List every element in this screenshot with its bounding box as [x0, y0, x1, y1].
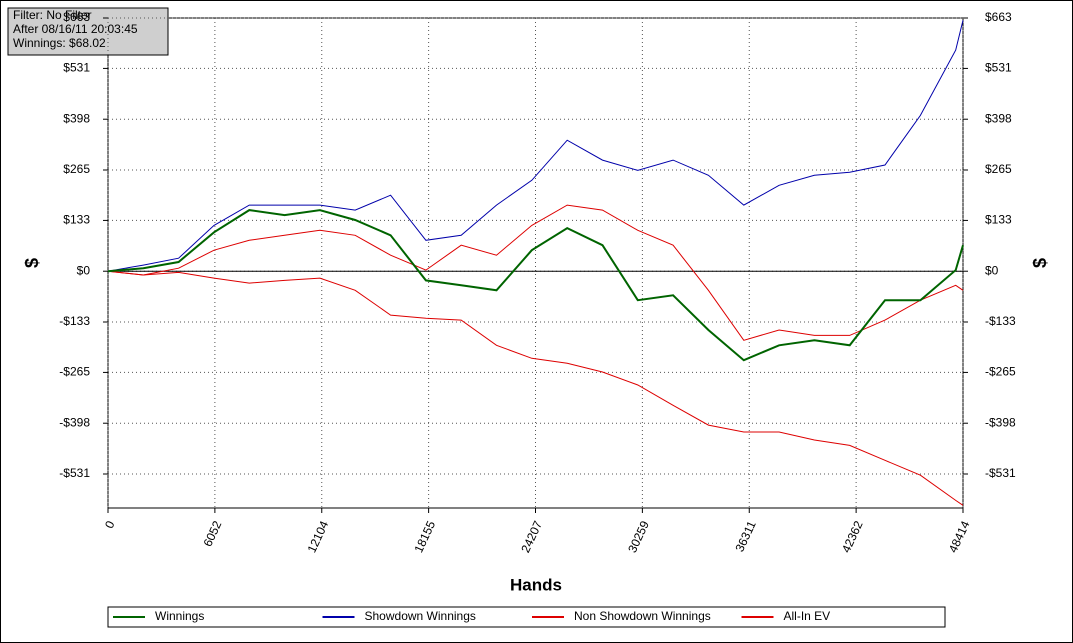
y-tick-label: -$398: [59, 415, 90, 429]
y-tick-label: $663: [63, 10, 90, 24]
series-line: [107, 20, 964, 272]
y-tick-label: -$133: [59, 314, 90, 328]
legend-label: All-In EV: [784, 609, 831, 623]
legend-label: Winnings: [155, 609, 204, 623]
y2-tick-label: -$265: [985, 365, 1016, 379]
y2-axis-label: $: [1030, 258, 1050, 268]
series-line: [107, 270, 964, 506]
y-tick-label: $531: [63, 61, 90, 75]
legend: [107, 606, 946, 628]
y2-tick-label: $663: [985, 10, 1012, 24]
y2-tick-label: -$133: [985, 314, 1016, 328]
y2-tick-label: $0: [985, 263, 999, 277]
series-line: [107, 204, 964, 341]
y-tick-label: -$265: [59, 365, 90, 379]
y2-tick-label: $531: [985, 61, 1012, 75]
info-box: [7, 7, 169, 56]
y2-tick-label: -$531: [985, 466, 1016, 480]
y2-tick-label: $133: [985, 213, 1012, 227]
info-text: After 08/16/11 20:03:45: [13, 22, 138, 36]
y2-tick-label: -$398: [985, 415, 1016, 429]
y-axis-label: $: [22, 258, 42, 268]
y-tick-label: $133: [63, 213, 90, 227]
y2-tick-label: $265: [985, 162, 1012, 176]
legend-label: Non Showdown Winnings: [574, 609, 711, 623]
y-tick-label: -$531: [59, 466, 90, 480]
info-text: Filter: No Filter: [13, 8, 92, 22]
legend-label: Showdown Winnings: [365, 609, 476, 623]
series-line: [107, 209, 964, 362]
y2-tick-label: $398: [985, 111, 1012, 125]
y-tick-label: $265: [63, 162, 90, 176]
info-text: Winnings: $68.02: [13, 36, 106, 50]
x-axis-label: Hands: [510, 575, 562, 594]
y-tick-label: $0: [77, 263, 91, 277]
y-tick-label: $398: [63, 111, 90, 125]
